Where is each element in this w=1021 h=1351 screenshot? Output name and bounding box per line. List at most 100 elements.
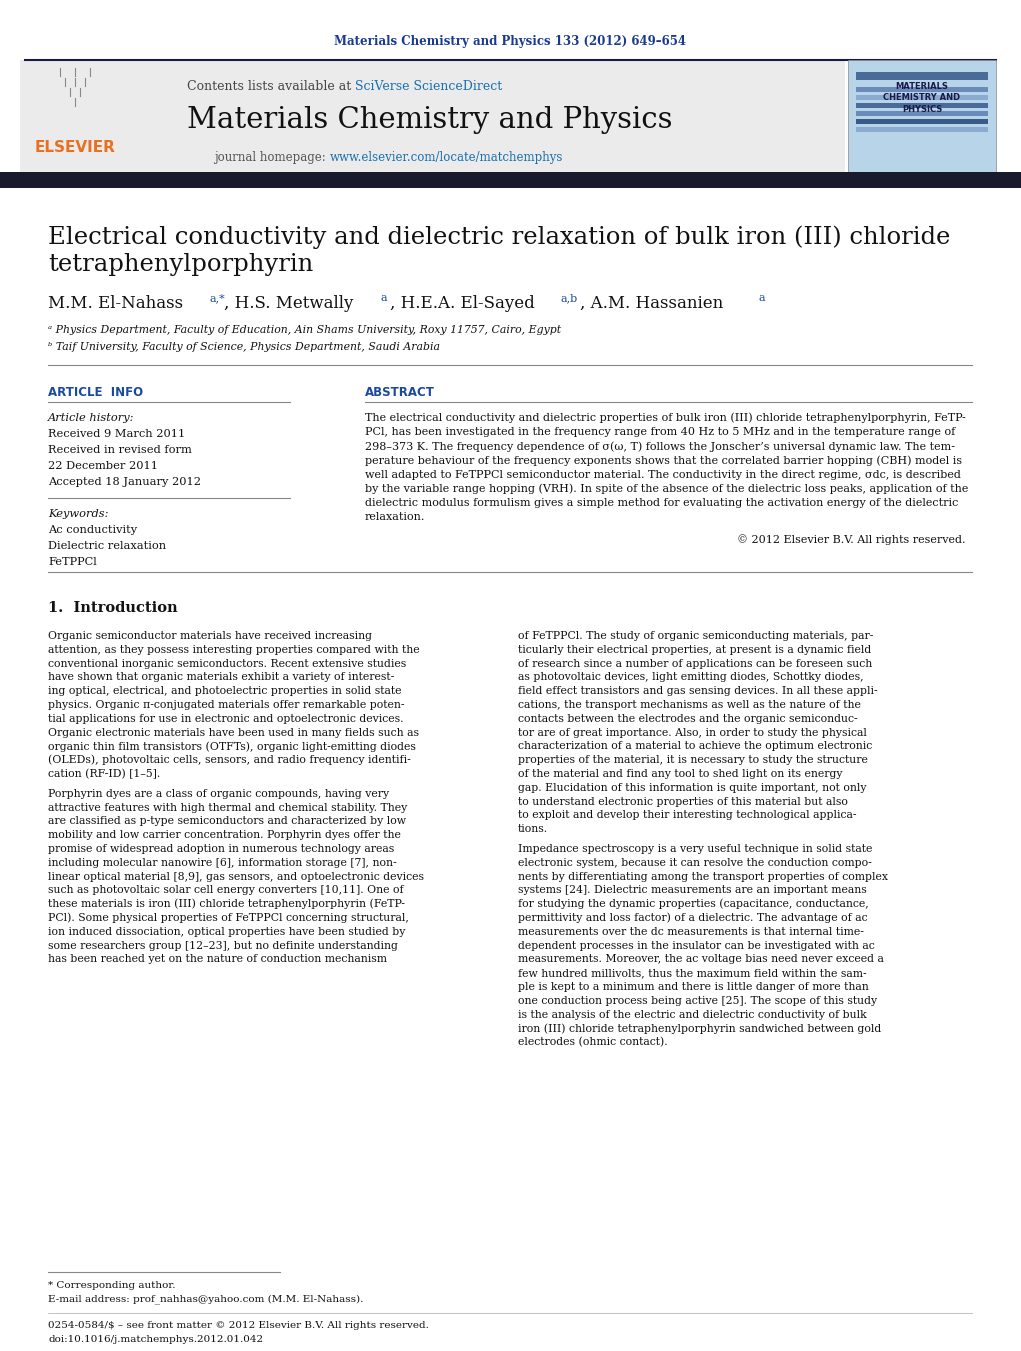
Text: www.elsevier.com/locate/matchemphys: www.elsevier.com/locate/matchemphys bbox=[330, 150, 564, 163]
Text: perature behaviour of the frequency exponents shows that the correlated barrier : perature behaviour of the frequency expo… bbox=[364, 455, 962, 466]
Text: 298–373 K. The frequency dependence of σ(ω, T) follows the Jonscher’s universal : 298–373 K. The frequency dependence of σ… bbox=[364, 442, 955, 451]
Text: ᵇ Taif University, Faculty of Science, Physics Department, Saudi Arabia: ᵇ Taif University, Faculty of Science, P… bbox=[48, 342, 440, 353]
Text: measurements over the dc measurements is that internal time-: measurements over the dc measurements is… bbox=[518, 927, 864, 936]
Text: cations, the transport mechanisms as well as the nature of the: cations, the transport mechanisms as wel… bbox=[518, 700, 861, 711]
Text: physics. Organic π-conjugated materials offer remarkable poten-: physics. Organic π-conjugated materials … bbox=[48, 700, 404, 711]
FancyBboxPatch shape bbox=[20, 59, 845, 172]
Text: few hundred millivolts, thus the maximum field within the sam-: few hundred millivolts, thus the maximum… bbox=[518, 969, 867, 978]
Text: a,*: a,* bbox=[209, 293, 225, 303]
Text: a: a bbox=[380, 293, 387, 303]
Text: PCl). Some physical properties of FeTPPCl concerning structural,: PCl). Some physical properties of FeTPPC… bbox=[48, 913, 408, 923]
Text: permittivity and loss factor) of a dielectric. The advantage of ac: permittivity and loss factor) of a diele… bbox=[518, 913, 868, 923]
Text: Materials Chemistry and Physics 133 (2012) 649–654: Materials Chemistry and Physics 133 (201… bbox=[334, 35, 686, 49]
Text: a,b: a,b bbox=[560, 293, 577, 303]
Text: as photovoltaic devices, light emitting diodes, Schottky diodes,: as photovoltaic devices, light emitting … bbox=[518, 673, 864, 682]
Text: ple is kept to a minimum and there is little danger of more than: ple is kept to a minimum and there is li… bbox=[518, 982, 869, 992]
Text: 0254-0584/$ – see front matter © 2012 Elsevier B.V. All rights reserved.: 0254-0584/$ – see front matter © 2012 El… bbox=[48, 1320, 429, 1329]
Text: relaxation.: relaxation. bbox=[364, 512, 426, 523]
FancyBboxPatch shape bbox=[856, 72, 988, 80]
Text: Impedance spectroscopy is a very useful technique in solid state: Impedance spectroscopy is a very useful … bbox=[518, 844, 872, 854]
Text: organic thin film transistors (OTFTs), organic light-emitting diodes: organic thin film transistors (OTFTs), o… bbox=[48, 742, 416, 751]
Text: is the analysis of the electric and dielectric conductivity of bulk: is the analysis of the electric and diel… bbox=[518, 1009, 867, 1020]
FancyBboxPatch shape bbox=[856, 95, 988, 100]
Text: Dielectric relaxation: Dielectric relaxation bbox=[48, 540, 166, 551]
Text: nents by differentiating among the transport properties of complex: nents by differentiating among the trans… bbox=[518, 871, 888, 882]
Text: tions.: tions. bbox=[518, 824, 548, 834]
Text: gap. Elucidation of this information is quite important, not only: gap. Elucidation of this information is … bbox=[518, 782, 867, 793]
Text: 22 December 2011: 22 December 2011 bbox=[48, 461, 158, 471]
Text: Materials Chemistry and Physics: Materials Chemistry and Physics bbox=[187, 105, 673, 134]
Text: tial applications for use in electronic and optoelectronic devices.: tial applications for use in electronic … bbox=[48, 713, 403, 724]
Text: , H.S. Metwally: , H.S. Metwally bbox=[224, 295, 353, 312]
Text: to understand electronic properties of this material but also: to understand electronic properties of t… bbox=[518, 797, 847, 807]
Text: one conduction process being active [25]. The scope of this study: one conduction process being active [25]… bbox=[518, 996, 877, 1005]
Text: Article history:: Article history: bbox=[48, 413, 135, 423]
Text: have shown that organic materials exhibit a variety of interest-: have shown that organic materials exhibi… bbox=[48, 673, 394, 682]
Text: linear optical material [8,9], gas sensors, and optoelectronic devices: linear optical material [8,9], gas senso… bbox=[48, 871, 424, 882]
Text: MATERIALS
CHEMISTRY AND
PHYSICS: MATERIALS CHEMISTRY AND PHYSICS bbox=[883, 81, 961, 115]
Text: Accepted 18 January 2012: Accepted 18 January 2012 bbox=[48, 477, 201, 486]
FancyBboxPatch shape bbox=[856, 86, 988, 92]
FancyBboxPatch shape bbox=[856, 111, 988, 116]
Text: Organic electronic materials have been used in many fields such as: Organic electronic materials have been u… bbox=[48, 728, 419, 738]
Text: cation (RF-ID) [1–5].: cation (RF-ID) [1–5]. bbox=[48, 769, 160, 780]
Text: of research since a number of applications can be foreseen such: of research since a number of applicatio… bbox=[518, 658, 872, 669]
Text: electrodes (ohmic contact).: electrodes (ohmic contact). bbox=[518, 1038, 668, 1047]
FancyBboxPatch shape bbox=[856, 103, 988, 108]
Text: of FeTPPCl. The study of organic semiconducting materials, par-: of FeTPPCl. The study of organic semicon… bbox=[518, 631, 873, 640]
Text: mobility and low carrier concentration. Porphyrin dyes offer the: mobility and low carrier concentration. … bbox=[48, 831, 401, 840]
Text: conventional inorganic semiconductors. Recent extensive studies: conventional inorganic semiconductors. R… bbox=[48, 658, 406, 669]
FancyBboxPatch shape bbox=[848, 59, 996, 172]
FancyBboxPatch shape bbox=[856, 119, 988, 124]
FancyBboxPatch shape bbox=[856, 127, 988, 132]
Text: promise of widespread adoption in numerous technology areas: promise of widespread adoption in numero… bbox=[48, 844, 394, 854]
Text: Contents lists available at: Contents lists available at bbox=[187, 80, 355, 92]
Text: ᵃ Physics Department, Faculty of Education, Ain Shams University, Roxy 11757, Ca: ᵃ Physics Department, Faculty of Educati… bbox=[48, 326, 562, 335]
Text: characterization of a material to achieve the optimum electronic: characterization of a material to achiev… bbox=[518, 742, 872, 751]
Text: PCl, has been investigated in the frequency range from 40 Hz to 5 MHz and in the: PCl, has been investigated in the freque… bbox=[364, 427, 956, 438]
Text: systems [24]. Dielectric measurements are an important means: systems [24]. Dielectric measurements ar… bbox=[518, 885, 867, 896]
Text: these materials is iron (III) chloride tetraphenylporphyrin (FeTP-: these materials is iron (III) chloride t… bbox=[48, 898, 405, 909]
Text: attention, as they possess interesting properties compared with the: attention, as they possess interesting p… bbox=[48, 644, 420, 655]
Text: a: a bbox=[758, 293, 765, 303]
Text: including molecular nanowire [6], information storage [7], non-: including molecular nanowire [6], inform… bbox=[48, 858, 396, 867]
Text: measurements. Moreover, the ac voltage bias need never exceed a: measurements. Moreover, the ac voltage b… bbox=[518, 954, 884, 965]
Text: some researchers group [12–23], but no definite understanding: some researchers group [12–23], but no d… bbox=[48, 940, 398, 951]
Text: FeTPPCl: FeTPPCl bbox=[48, 557, 97, 567]
Text: doi:10.1016/j.matchemphys.2012.01.042: doi:10.1016/j.matchemphys.2012.01.042 bbox=[48, 1335, 263, 1343]
Text: dependent processes in the insulator can be investigated with ac: dependent processes in the insulator can… bbox=[518, 940, 875, 951]
FancyBboxPatch shape bbox=[0, 172, 1021, 188]
Text: Porphyrin dyes are a class of organic compounds, having very: Porphyrin dyes are a class of organic co… bbox=[48, 789, 389, 798]
Text: (OLEDs), photovoltaic cells, sensors, and radio frequency identifi-: (OLEDs), photovoltaic cells, sensors, an… bbox=[48, 755, 410, 766]
Text: ion induced dissociation, optical properties have been studied by: ion induced dissociation, optical proper… bbox=[48, 927, 405, 936]
Text: , H.E.A. El-Sayed: , H.E.A. El-Sayed bbox=[390, 295, 535, 312]
Text: electronic system, because it can resolve the conduction compo-: electronic system, because it can resolv… bbox=[518, 858, 872, 867]
Text: contacts between the electrodes and the organic semiconduc-: contacts between the electrodes and the … bbox=[518, 713, 858, 724]
Text: tetraphenylporphyrin: tetraphenylporphyrin bbox=[48, 253, 313, 276]
Text: tor are of great importance. Also, in order to study the physical: tor are of great importance. Also, in or… bbox=[518, 728, 867, 738]
Text: of the material and find any tool to shed light on its energy: of the material and find any tool to she… bbox=[518, 769, 842, 780]
Text: Keywords:: Keywords: bbox=[48, 509, 108, 519]
Text: ing optical, electrical, and photoelectric properties in solid state: ing optical, electrical, and photoelectr… bbox=[48, 686, 401, 696]
Text: 1.  Introduction: 1. Introduction bbox=[48, 601, 178, 615]
Text: well adapted to FeTPPCl semiconductor material. The conductivity in the direct r: well adapted to FeTPPCl semiconductor ma… bbox=[364, 470, 961, 480]
Text: Organic semiconductor materials have received increasing: Organic semiconductor materials have rec… bbox=[48, 631, 372, 640]
Text: © 2012 Elsevier B.V. All rights reserved.: © 2012 Elsevier B.V. All rights reserved… bbox=[736, 535, 965, 546]
Text: ELSEVIER: ELSEVIER bbox=[35, 141, 115, 155]
Text: iron (III) chloride tetraphenylporphyrin sandwiched between gold: iron (III) chloride tetraphenylporphyrin… bbox=[518, 1023, 881, 1034]
Text: M.M. El-Nahass: M.M. El-Nahass bbox=[48, 295, 183, 312]
Text: to exploit and develop their interesting technological applica-: to exploit and develop their interesting… bbox=[518, 811, 857, 820]
Text: Received 9 March 2011: Received 9 March 2011 bbox=[48, 430, 185, 439]
Text: field effect transistors and gas sensing devices. In all these appli-: field effect transistors and gas sensing… bbox=[518, 686, 878, 696]
Text: Ac conductivity: Ac conductivity bbox=[48, 526, 137, 535]
Text: ABSTRACT: ABSTRACT bbox=[364, 385, 435, 399]
Text: * Corresponding author.: * Corresponding author. bbox=[48, 1281, 176, 1289]
Text: for studying the dynamic properties (capacitance, conductance,: for studying the dynamic properties (cap… bbox=[518, 898, 869, 909]
Text: are classified as p-type semiconductors and characterized by low: are classified as p-type semiconductors … bbox=[48, 816, 406, 827]
Text: Received in revised form: Received in revised form bbox=[48, 444, 192, 455]
Text: Electrical conductivity and dielectric relaxation of bulk iron (III) chloride: Electrical conductivity and dielectric r… bbox=[48, 226, 951, 249]
Text: by the variable range hopping (VRH). In spite of the absence of the dielectric l: by the variable range hopping (VRH). In … bbox=[364, 484, 968, 494]
Text: dielectric modulus formulism gives a simple method for evaluating the activation: dielectric modulus formulism gives a sim… bbox=[364, 499, 959, 508]
Text: properties of the material, it is necessary to study the structure: properties of the material, it is necess… bbox=[518, 755, 868, 765]
Text: , A.M. Hassanien: , A.M. Hassanien bbox=[580, 295, 723, 312]
